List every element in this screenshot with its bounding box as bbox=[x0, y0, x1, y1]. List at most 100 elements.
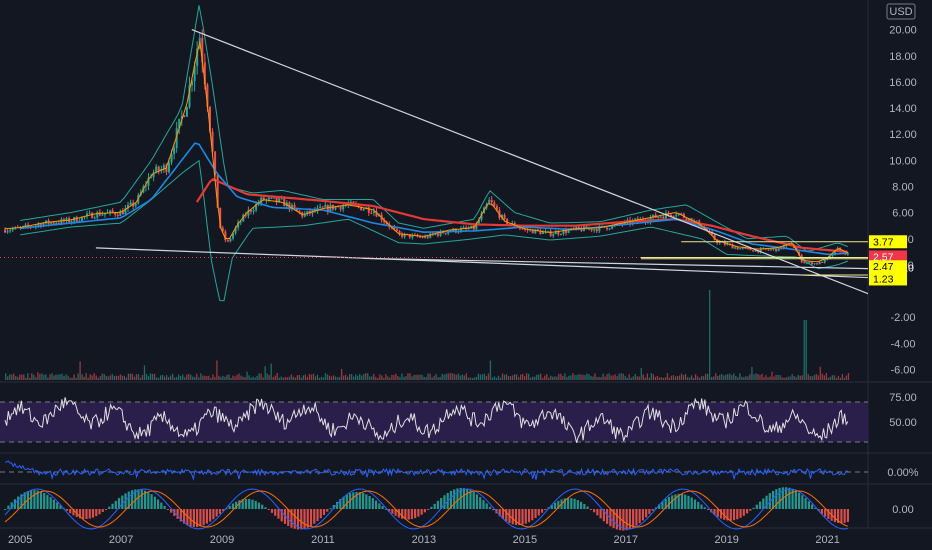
volume-bar bbox=[503, 374, 506, 380]
volume-bar bbox=[773, 376, 775, 380]
candle-body bbox=[191, 81, 194, 86]
candle-body bbox=[565, 229, 568, 233]
histogram-bar bbox=[840, 509, 843, 524]
histogram-bar bbox=[622, 509, 625, 531]
candle-body bbox=[193, 65, 196, 82]
volume-bar bbox=[588, 374, 590, 380]
histogram-bar bbox=[212, 509, 215, 520]
volume-bar bbox=[284, 377, 286, 380]
candle-body bbox=[329, 204, 332, 212]
volume-bar bbox=[344, 374, 347, 380]
volume-bar bbox=[578, 373, 580, 380]
histogram-bar bbox=[635, 509, 638, 526]
oscillator-2-pane[interactable]: 0.00% bbox=[0, 460, 919, 481]
candle-body bbox=[134, 203, 137, 207]
volume-bar bbox=[530, 377, 532, 380]
oscillator-3-axis: 0.00 bbox=[892, 504, 913, 516]
candle-body bbox=[129, 202, 132, 205]
candle-body bbox=[777, 246, 780, 252]
histogram-bar bbox=[10, 502, 13, 509]
volume-bar bbox=[274, 375, 276, 380]
volume-bar bbox=[767, 377, 769, 380]
histogram-bar bbox=[534, 509, 537, 518]
ma-red-line bbox=[195, 177, 848, 253]
candle-body bbox=[803, 262, 806, 264]
candle-body bbox=[147, 177, 150, 186]
histogram-bar bbox=[257, 502, 261, 509]
histogram-bar bbox=[745, 509, 749, 514]
price-tick-label: 10.00 bbox=[889, 155, 917, 167]
volume-bar bbox=[713, 376, 715, 380]
candle-body bbox=[813, 263, 816, 265]
volume-bar bbox=[632, 376, 634, 380]
volume-bar bbox=[799, 375, 801, 380]
histogram-bar bbox=[235, 501, 238, 509]
candle-body bbox=[6, 230, 9, 233]
volume-bar bbox=[125, 377, 128, 380]
histogram-bar bbox=[407, 509, 410, 520]
histogram-bar bbox=[335, 501, 339, 509]
histogram-bar bbox=[225, 508, 228, 510]
currency-badge[interactable] bbox=[886, 3, 916, 20]
volume-bar bbox=[731, 375, 733, 380]
histogram-bar bbox=[368, 496, 371, 509]
histogram-bar bbox=[719, 509, 723, 519]
oscillator-3-pane[interactable]: 0.00 bbox=[4, 487, 914, 531]
candle-body bbox=[203, 62, 206, 85]
candle-body bbox=[150, 177, 153, 179]
volume-bar bbox=[174, 377, 176, 380]
histogram-bar bbox=[401, 509, 404, 519]
volume-bar bbox=[664, 377, 667, 380]
candle-body bbox=[103, 213, 106, 215]
histogram-bar bbox=[381, 506, 384, 509]
volume-bar bbox=[825, 373, 827, 380]
volume-bar bbox=[129, 373, 132, 380]
volume-bar bbox=[797, 374, 799, 380]
volume-bar bbox=[753, 374, 755, 380]
histogram-bar bbox=[469, 490, 472, 509]
volume-bar bbox=[262, 377, 264, 380]
candle-body bbox=[672, 216, 675, 218]
volume-bar bbox=[604, 376, 606, 380]
volume-bar bbox=[282, 377, 284, 380]
histogram-bar bbox=[602, 509, 605, 522]
volume-bar bbox=[723, 375, 725, 380]
volume-bar bbox=[725, 374, 727, 380]
histogram-bar bbox=[749, 509, 752, 511]
histogram-bar bbox=[98, 509, 101, 515]
volume-bar bbox=[678, 375, 681, 380]
volume-bar bbox=[157, 377, 160, 380]
volume-bar bbox=[85, 373, 87, 380]
oscillator-1-pane[interactable]: 75.00 50.00 bbox=[0, 392, 917, 443]
histogram-bar bbox=[612, 509, 615, 529]
candle-body bbox=[477, 219, 480, 224]
candle-body bbox=[475, 223, 478, 230]
volume-bar bbox=[688, 377, 691, 380]
volume-bar bbox=[167, 377, 170, 380]
histogram-bar bbox=[293, 509, 296, 529]
volume-bar bbox=[127, 373, 130, 380]
histogram-bar bbox=[277, 509, 280, 519]
time-axis[interactable]: 2005 2007 2009 2011 2013 2015 2017 2019 2021 bbox=[8, 534, 840, 546]
candle-body bbox=[65, 218, 68, 222]
candle-body bbox=[754, 250, 757, 252]
volume-bar bbox=[230, 377, 232, 380]
histogram-bar bbox=[404, 509, 407, 520]
volume-bar bbox=[523, 376, 526, 380]
histogram-bar bbox=[228, 505, 231, 509]
candle-body bbox=[216, 174, 219, 208]
histogram-bar bbox=[436, 500, 440, 509]
volume-bar bbox=[198, 377, 200, 380]
histogram-bar bbox=[433, 503, 436, 509]
volume-bar bbox=[246, 371, 248, 380]
volume-bar bbox=[101, 373, 103, 380]
price-axis[interactable]: 20.0018.0016.0014.0012.0010.008.006.004.… bbox=[889, 25, 917, 377]
histogram-bar bbox=[492, 509, 495, 511]
volume-bar bbox=[109, 375, 111, 380]
volume-bar bbox=[692, 377, 695, 380]
volume-bar bbox=[771, 371, 773, 380]
price-plot[interactable] bbox=[0, 5, 878, 302]
volume-bar bbox=[433, 375, 435, 380]
candle-body bbox=[808, 262, 811, 264]
